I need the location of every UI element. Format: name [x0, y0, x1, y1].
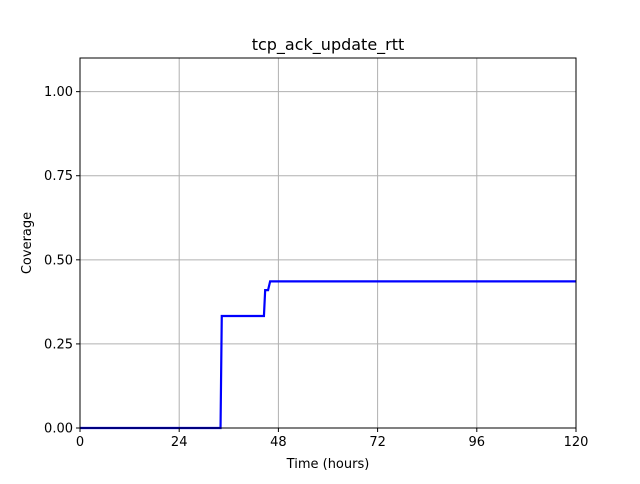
grid	[79, 58, 577, 429]
y-axis: 0.00 0.25 0.50 0.75 1.00	[44, 85, 80, 437]
x-axis-label: Time (hours)	[286, 457, 370, 472]
y-tick-label: 0.50	[44, 253, 73, 268]
y-tick-label: 0.00	[44, 422, 73, 437]
chart-title: tcp_ack_update_rtt	[252, 35, 405, 55]
x-tick-label: 120	[564, 435, 589, 450]
x-tick-label: 24	[171, 435, 188, 450]
x-axis: 0 24 48 72 96 120	[76, 428, 589, 450]
y-axis-label: Coverage	[20, 212, 35, 274]
x-tick-label: 72	[369, 435, 386, 450]
plot-frame	[79, 57, 577, 429]
x-tick-label: 96	[469, 435, 486, 450]
y-tick-label: 0.75	[44, 169, 73, 184]
x-tick-label: 0	[76, 435, 84, 450]
series-layer	[80, 280, 576, 430]
series-line	[80, 280, 576, 430]
x-tick-label: 48	[270, 435, 287, 450]
y-tick-label: 1.00	[44, 85, 73, 100]
y-tick-label: 0.25	[44, 337, 73, 352]
